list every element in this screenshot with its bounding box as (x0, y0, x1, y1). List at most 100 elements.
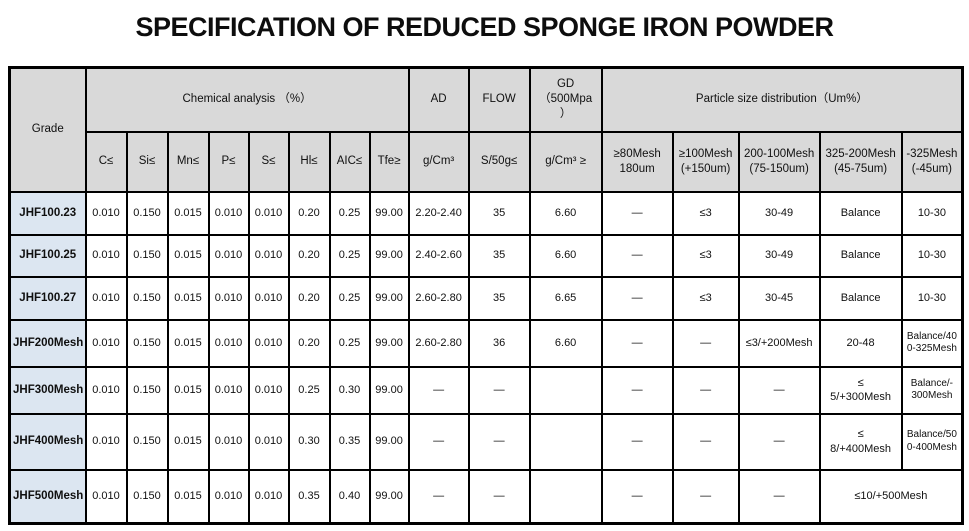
cell: 0.010 (207, 468, 250, 525)
cell: 0.010 (247, 412, 290, 471)
grade-cell: JHF400Mesh (8, 412, 87, 471)
cell: 0.30 (328, 365, 371, 415)
header-gd: GD （500Mpa ） (528, 66, 603, 133)
cell: 6.60 (528, 233, 603, 278)
header-ad-unit: g/Cm³ (407, 130, 470, 193)
cell: 0.015 (166, 190, 210, 236)
cell: 0.010 (247, 365, 290, 415)
cell: Balance (818, 275, 903, 321)
cell: 0.25 (287, 365, 331, 415)
cell: 6.65 (528, 275, 603, 321)
table-row: JHF100.25 0.010 0.150 0.015 0.010 0.010 … (8, 233, 964, 278)
cell: 0.40 (328, 468, 371, 525)
header-mn: Mn≤ (166, 130, 210, 193)
header-c: C≤ (84, 130, 128, 193)
cell: 0.015 (166, 318, 210, 368)
cell: 0.35 (287, 468, 331, 525)
cell: 99.00 (368, 412, 410, 471)
grade-cell: JHF500Mesh (8, 468, 87, 525)
cell: — (737, 468, 821, 525)
cell (528, 365, 603, 415)
header-si: Si≤ (125, 130, 169, 193)
cell: — (600, 190, 674, 236)
cell: 0.150 (125, 318, 169, 368)
cell: 0.010 (247, 318, 290, 368)
header-flow: FLOW (467, 66, 531, 133)
cell: — (737, 365, 821, 415)
cell: 2.20-2.40 (407, 190, 470, 236)
cell: — (600, 233, 674, 278)
cell: 0.010 (247, 275, 290, 321)
cell: 0.010 (207, 365, 250, 415)
cell: — (737, 412, 821, 471)
header-grade: Grade (8, 66, 87, 193)
header-mesh-80: ≥80Mesh 180um (600, 130, 674, 193)
table-row: JHF300Mesh 0.010 0.150 0.015 0.010 0.010… (8, 365, 964, 415)
cell: — (600, 318, 674, 368)
grade-cell: JHF100.27 (8, 275, 87, 321)
cell: 0.015 (166, 233, 210, 278)
cell: 0.010 (207, 275, 250, 321)
cell: 6.60 (528, 318, 603, 368)
cell: — (671, 318, 740, 368)
cell: 20-48 (818, 318, 903, 368)
cell: — (407, 365, 470, 415)
cell: 0.010 (207, 412, 250, 471)
cell: 0.010 (207, 190, 250, 236)
header-s: S≤ (247, 130, 290, 193)
cell: 0.20 (287, 190, 331, 236)
cell: 6.60 (528, 190, 603, 236)
cell: 0.010 (84, 412, 128, 471)
cell: Balance/40 0-325Mesh (900, 318, 964, 368)
header-sub-row: C≤ Si≤ Mn≤ P≤ S≤ Hl≤ AIC≤ Tfe≥ g/Cm³ S/5… (10, 130, 964, 193)
cell: — (467, 412, 531, 471)
spec-table: Grade Chemical analysis （%） AD FLOW GD （… (8, 66, 965, 525)
cell: ≤3 (671, 233, 740, 278)
header-ad: AD (407, 66, 470, 133)
table-row: JHF400Mesh 0.010 0.150 0.015 0.010 0.010… (8, 412, 964, 471)
cell: 0.010 (247, 468, 290, 525)
cell: 0.35 (328, 412, 371, 471)
page-title: SPECIFICATION OF REDUCED SPONGE IRON POW… (135, 12, 834, 42)
grade-cell: JHF300Mesh (8, 365, 87, 415)
cell: 10-30 (900, 275, 964, 321)
header-mesh-325-200: 325-200Mesh (45-75um) (818, 130, 903, 193)
cell: 2.40-2.60 (407, 233, 470, 278)
header-chemical-analysis: Chemical analysis （%） (84, 66, 410, 133)
cell: 0.010 (207, 318, 250, 368)
cell: Balance/50 0-400Mesh (900, 412, 964, 471)
cell: ≤3 (671, 275, 740, 321)
cell: 0.150 (125, 468, 169, 525)
cell: 0.015 (166, 275, 210, 321)
cell: 35 (467, 233, 531, 278)
cell: 0.010 (84, 275, 128, 321)
grade-cell: JHF100.23 (8, 190, 87, 236)
cell: Balance/- 300Mesh (900, 365, 964, 415)
table-row: JHF500Mesh 0.010 0.150 0.015 0.010 0.010… (8, 468, 964, 525)
cell: 10-30 (900, 190, 964, 236)
cell: 10-30 (900, 233, 964, 278)
cell: 30-45 (737, 275, 821, 321)
cell: ≤3/+200Mesh (737, 318, 821, 368)
header-hl: Hl≤ (287, 130, 331, 193)
cell: Balance (818, 233, 903, 278)
header-mesh-325: -325Mesh (-45um) (900, 130, 964, 193)
cell: 0.30 (287, 412, 331, 471)
cell: — (407, 468, 470, 525)
cell: 30-49 (737, 190, 821, 236)
cell: 0.010 (207, 233, 250, 278)
cell: 35 (467, 275, 531, 321)
cell: 36 (467, 318, 531, 368)
cell: 0.010 (84, 233, 128, 278)
header-aic: AIC≤ (328, 130, 371, 193)
cell: Balance (818, 190, 903, 236)
cell: — (600, 275, 674, 321)
cell: — (467, 468, 531, 525)
header-gd-unit: g/Cm³ ≥ (528, 130, 603, 193)
cell: 0.25 (328, 233, 371, 278)
grade-cell: JHF200Mesh (8, 318, 87, 368)
cell: 99.00 (368, 275, 410, 321)
cell: 30-49 (737, 233, 821, 278)
cell: — (467, 365, 531, 415)
